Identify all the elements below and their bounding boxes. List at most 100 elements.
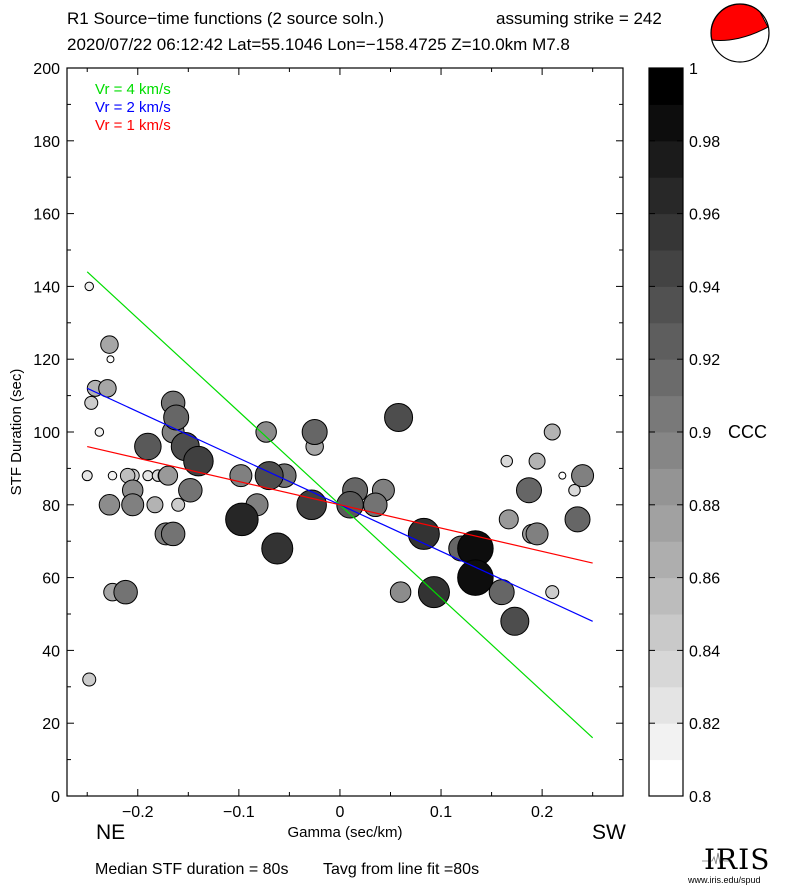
data-point	[336, 491, 364, 519]
data-point	[296, 489, 327, 521]
iris-url: www.iris.edu/spud	[688, 875, 761, 885]
data-point	[457, 559, 494, 596]
data-point	[113, 579, 138, 605]
data-point	[98, 494, 121, 516]
data-point	[171, 497, 186, 512]
data-point	[142, 470, 154, 482]
colorbar-step	[649, 177, 683, 215]
colorbar-step	[649, 468, 683, 506]
colorbar-step	[649, 432, 683, 469]
data-point	[384, 402, 414, 432]
y-tick-label: 120	[33, 352, 60, 369]
data-point	[558, 471, 567, 480]
colorbar-tick-label: 0.94	[689, 279, 720, 296]
data-point	[515, 477, 542, 504]
y-tick-label: 200	[33, 61, 60, 78]
plot-frame	[66, 67, 624, 797]
y-tick-label: 60	[42, 571, 60, 588]
data-point	[545, 585, 560, 600]
beachball-icon	[710, 3, 770, 63]
data-point	[389, 581, 412, 603]
colorbar-step	[649, 250, 683, 287]
direction-ne: NE	[96, 821, 126, 844]
colorbar-step	[649, 541, 683, 579]
data-point	[571, 464, 595, 488]
data-point	[84, 395, 99, 410]
colorbar-step	[649, 395, 683, 433]
data-point	[163, 404, 190, 431]
data-point	[301, 419, 328, 445]
x-tick-label: 0.2	[531, 804, 553, 821]
y-tick-label: 160	[33, 207, 60, 224]
data-point	[121, 493, 145, 517]
x-axis-label: Gamma (sec/km)	[287, 824, 402, 841]
strike-label: assuming strike = 242	[496, 9, 662, 28]
chart-title: R1 Source−time functions (2 source soln.…	[67, 9, 385, 28]
colorbar-tick-label: 0.86	[689, 571, 720, 588]
event-info: 2020/07/22 06:12:42 Lat=55.1046 Lon=−158…	[67, 35, 570, 54]
colorbar-tick-label: 1	[689, 61, 698, 78]
colorbar-tick-label: 0.92	[689, 352, 720, 369]
iris-seismogram-icon	[702, 852, 732, 865]
data-point	[134, 432, 162, 461]
colorbar-tick-label: 0.82	[689, 716, 720, 733]
x-tick-label: 0	[335, 804, 344, 821]
data-point	[261, 532, 294, 565]
y-tick-label: 80	[42, 498, 60, 515]
colorbar-step	[649, 104, 683, 142]
colorbar-step	[649, 68, 683, 105]
colorbar-step	[649, 759, 683, 797]
legend-entry: Vr = 2 km/s	[95, 99, 171, 116]
data-point	[500, 454, 513, 468]
data-point	[225, 502, 259, 537]
y-tick-label: 0	[51, 789, 60, 806]
x-tick-label: −0.2	[122, 804, 154, 821]
y-tick-label: 40	[42, 643, 60, 660]
data-point	[82, 672, 97, 687]
colorbar-step	[649, 286, 683, 324]
direction-sw: SW	[592, 821, 626, 844]
fit-line	[87, 445, 593, 564]
data-point	[100, 335, 119, 354]
data-point	[160, 521, 186, 547]
data-point	[543, 423, 561, 441]
colorbar-tick-label: 0.84	[689, 643, 720, 660]
y-tick-label: 100	[33, 425, 60, 442]
data-point	[94, 427, 105, 437]
y-tick-label: 180	[33, 134, 60, 151]
data-point	[568, 483, 581, 497]
data-point	[255, 421, 277, 443]
data-point	[498, 509, 519, 530]
data-point	[528, 452, 546, 470]
colorbar-tick-label: 0.9	[689, 425, 711, 442]
data-point	[500, 606, 530, 636]
colorbar-step	[649, 322, 683, 360]
y-tick-label: 140	[33, 279, 60, 296]
colorbar-step	[649, 723, 683, 761]
colorbar-step	[649, 213, 683, 251]
data-point	[81, 470, 93, 482]
colorbar-step	[649, 686, 683, 724]
colorbar-step	[649, 359, 683, 397]
legend-entry: Vr = 4 km/s	[95, 81, 171, 98]
colorbar-tick-label: 0.96	[689, 207, 720, 224]
beachball-compression	[710, 3, 769, 41]
data-point	[254, 461, 284, 491]
colorbar-label: CCC	[728, 422, 767, 442]
data-point	[106, 355, 115, 364]
data-point	[158, 465, 179, 486]
data-point	[107, 470, 118, 481]
data-point	[525, 522, 549, 546]
colorbar-step	[649, 504, 683, 542]
colorbar-tick-label: 0.98	[689, 134, 720, 151]
colorbar-step	[649, 140, 683, 178]
data-point	[407, 517, 440, 550]
x-tick-label: −0.1	[223, 804, 255, 821]
colorbar-tick-label: 0.88	[689, 498, 720, 515]
y-axis-label: STF Duration (sec)	[8, 369, 25, 496]
data-point	[84, 281, 94, 292]
x-tick-label: 0.1	[430, 804, 452, 821]
median-duration: Median STF duration = 80s	[95, 861, 289, 878]
data-point	[146, 496, 164, 514]
